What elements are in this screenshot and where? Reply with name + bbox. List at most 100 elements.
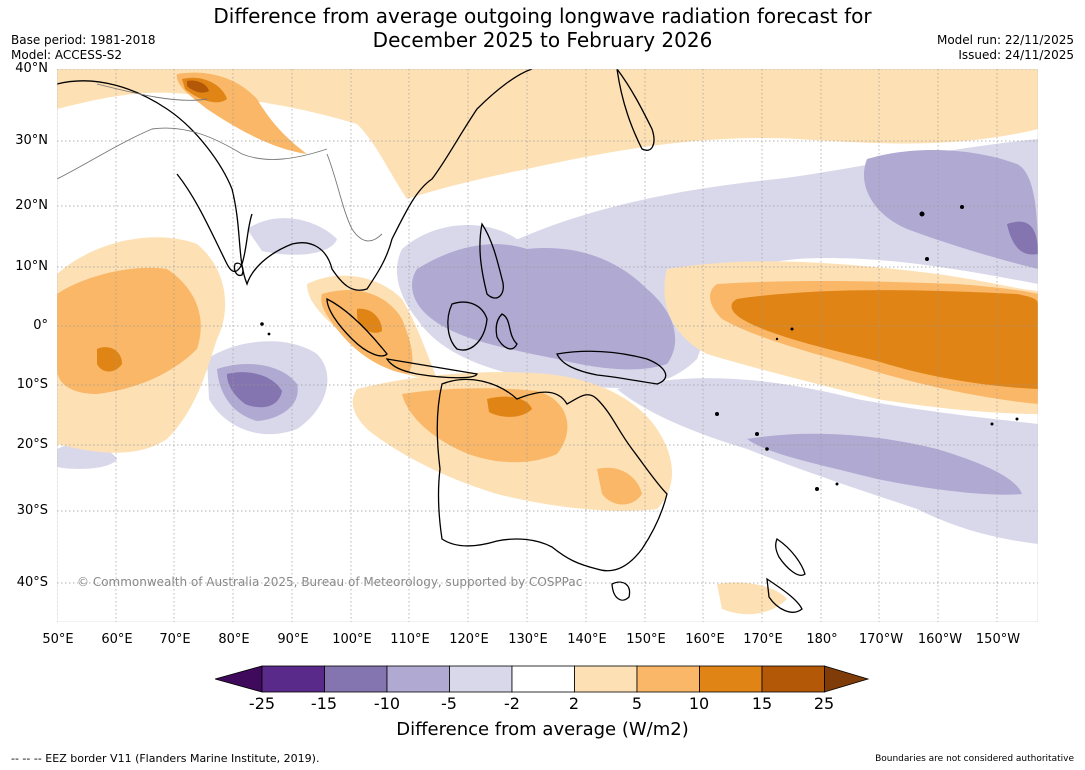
coastline-sri-lanka <box>233 262 244 277</box>
lat-label: 30°N <box>15 133 48 148</box>
coastline-japan <box>616 69 655 151</box>
coastline-india <box>176 173 253 273</box>
coastline-new-guinea <box>556 350 667 385</box>
pos-light-north-band <box>57 69 1038 199</box>
island <box>715 412 719 416</box>
meta-right: Model run: 22/11/2025 Issued: 24/11/2025 <box>937 33 1074 63</box>
graticule <box>57 69 1038 622</box>
pos-darker-himalaya <box>187 80 209 93</box>
colorbar-extend-low <box>215 665 263 693</box>
lon-label: 90°E <box>277 632 309 647</box>
island <box>815 487 819 491</box>
coastlines <box>57 69 806 613</box>
lon-label: 140°E <box>567 632 607 647</box>
colorbar-segment <box>761 665 825 693</box>
colorbar-tick: -15 <box>310 694 338 713</box>
island <box>1015 417 1019 421</box>
colorbar-segment <box>574 665 638 693</box>
island <box>790 327 794 331</box>
neg-mid-north-pacific <box>863 149 1038 269</box>
lon-label: 150°E <box>626 632 666 647</box>
pos-light-south-nz <box>717 582 787 615</box>
colorbar-tick: 5 <box>631 694 643 713</box>
island <box>775 337 779 341</box>
colorbar-extend-high <box>824 665 870 693</box>
lon-label: 80°E <box>218 632 250 647</box>
boundaries-disclaimer: Boundaries are not considered authoritat… <box>875 754 1074 764</box>
colorbar-segment <box>261 665 325 693</box>
map-title-line1: Difference from average outgoing longwav… <box>213 4 872 28</box>
copyright-notice: © Commonwealth of Australia 2025, Bureau… <box>77 575 583 589</box>
colorbar-tick: -5 <box>441 694 457 713</box>
island <box>960 205 964 209</box>
eez-border-note: -- -- -- EEZ border V11 (Flanders Marine… <box>11 752 320 765</box>
island <box>990 422 994 426</box>
colorbar-tick: 10 <box>688 694 710 713</box>
colorbar-tick: -2 <box>504 694 520 713</box>
colorbar-tick: -10 <box>373 694 401 713</box>
colorbar <box>215 665 870 693</box>
neg-dark-north-pacific <box>1007 221 1038 255</box>
lon-label: 160°E <box>685 632 725 647</box>
island <box>919 211 925 217</box>
lat-label: 20°N <box>15 198 48 213</box>
lon-label: 150°W <box>975 632 1021 647</box>
island <box>765 447 769 451</box>
country-borders <box>57 83 383 242</box>
neg-mid-south-pacific <box>747 433 1022 495</box>
lon-label: 130°E <box>508 632 548 647</box>
colorbar-tick: 15 <box>751 694 773 713</box>
lat-label: 40°N <box>15 61 48 76</box>
meta-left: Base period: 1981-2018 Model: ACCESS-S2 <box>11 33 156 63</box>
lon-label: 120°E <box>449 632 489 647</box>
coastline-new-zealand <box>766 538 806 613</box>
lon-label: 180° <box>806 632 838 647</box>
pos-mid-indian <box>57 267 201 394</box>
lat-label: 20°S <box>16 437 48 452</box>
pacific-islands <box>260 205 1019 491</box>
lon-label: 170°E <box>743 632 783 647</box>
colorbar-segment <box>386 665 450 693</box>
island <box>755 432 759 436</box>
negative-anomaly-layer <box>57 139 1038 544</box>
pos-dark-equatorial-pacific <box>731 290 1038 389</box>
map-panel[interactable] <box>57 69 1038 622</box>
lon-label: 110°E <box>390 632 430 647</box>
island <box>835 482 839 486</box>
model-name: Model: ACCESS-S2 <box>11 48 123 62</box>
border-indochina <box>326 153 383 242</box>
issued-date: Issued: 24/11/2025 <box>958 48 1074 62</box>
model-run: Model run: 22/11/2025 <box>936 33 1074 47</box>
colorbar-tick: -25 <box>248 694 276 713</box>
border-himalaya <box>57 127 328 180</box>
colorbar-segment <box>699 665 763 693</box>
coastline-java <box>385 358 478 379</box>
colorbar-tick: 25 <box>813 694 835 713</box>
lon-label: 170°W <box>858 632 904 647</box>
map-title: Difference from average outgoing longwav… <box>0 4 1085 52</box>
coastline-tasmania <box>611 581 631 601</box>
island <box>925 257 929 261</box>
colorbar-segment <box>449 665 513 693</box>
pos-dark-australia <box>487 396 532 417</box>
coastline-australia <box>436 378 668 572</box>
colorbar-label: Difference from average (W/m2) <box>396 719 689 740</box>
colorbar-tick: 2 <box>568 694 580 713</box>
lon-label: 50°E <box>42 632 74 647</box>
pos-mid-indonesia <box>321 290 413 374</box>
coastline-borneo <box>447 301 488 351</box>
pos-mid-east-aus <box>597 467 642 505</box>
coastline-asia <box>57 69 533 291</box>
colorbar-segment <box>511 665 575 693</box>
colorbar-segment <box>324 665 388 693</box>
lon-label: 60°E <box>101 632 133 647</box>
lat-label: 10°S <box>16 377 48 392</box>
positive-anomaly-layer <box>57 69 1038 615</box>
lat-label: 30°S <box>16 503 48 518</box>
island <box>260 322 264 326</box>
lat-label: 0° <box>33 318 48 333</box>
border-china <box>96 83 208 101</box>
coastline-sumatra <box>326 297 388 357</box>
lon-label: 70°E <box>159 632 191 647</box>
lon-label: 100°E <box>332 632 372 647</box>
